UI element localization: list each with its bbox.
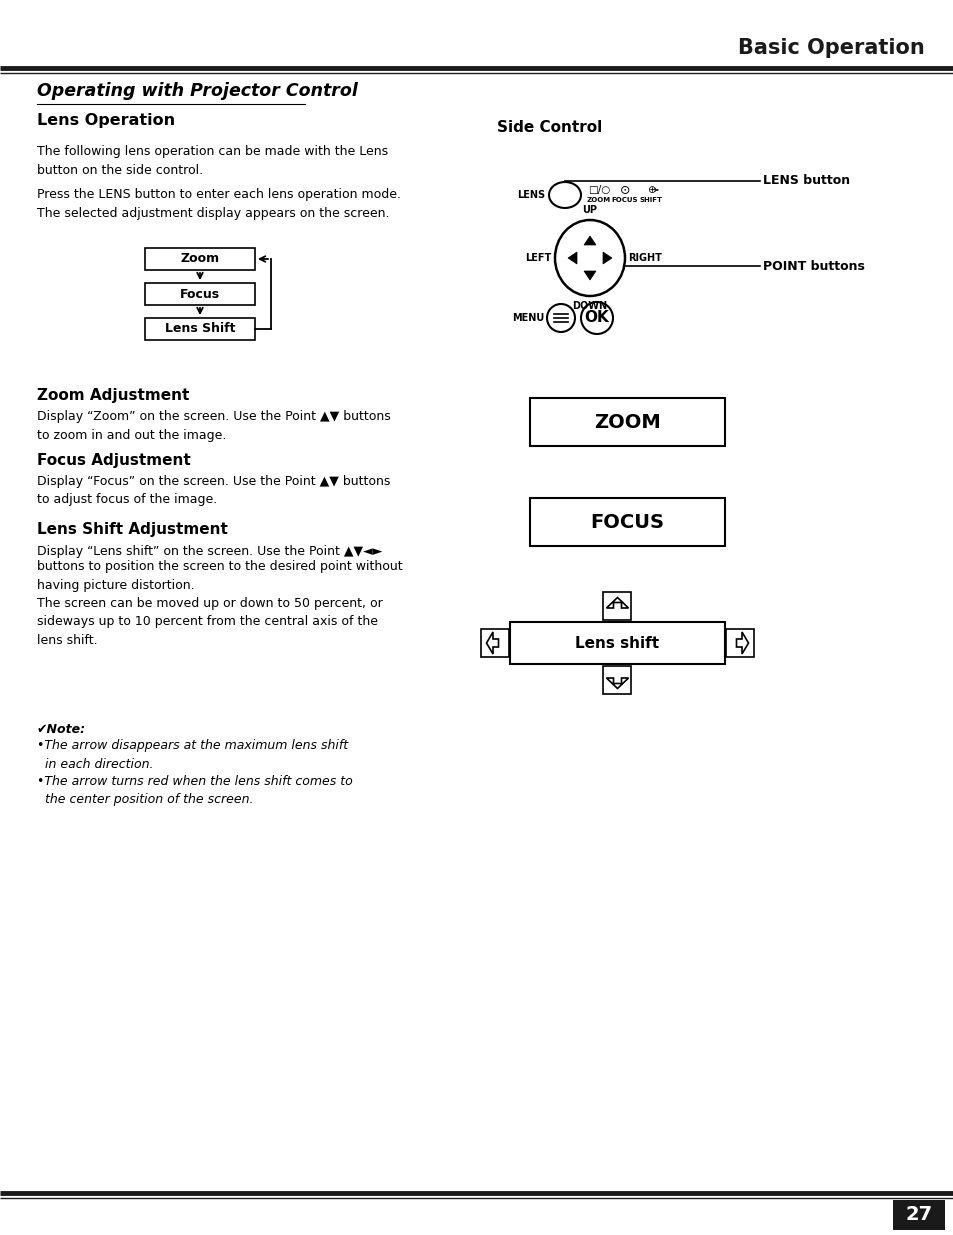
Text: Lens Operation: Lens Operation bbox=[37, 112, 175, 128]
Text: DOWN: DOWN bbox=[572, 301, 607, 311]
Polygon shape bbox=[567, 252, 577, 264]
Text: Press the LENS button to enter each lens operation mode.
The selected adjustment: Press the LENS button to enter each lens… bbox=[37, 188, 400, 220]
Bar bbox=[510, 622, 724, 664]
Text: LEFT: LEFT bbox=[524, 253, 551, 263]
Text: Focus: Focus bbox=[180, 288, 220, 300]
Bar bbox=[725, 629, 753, 657]
Text: ZOOM: ZOOM bbox=[586, 198, 611, 203]
Text: Zoom Adjustment: Zoom Adjustment bbox=[37, 388, 190, 403]
Text: POINT buttons: POINT buttons bbox=[762, 259, 864, 273]
Bar bbox=[530, 498, 724, 546]
Ellipse shape bbox=[555, 220, 624, 296]
Text: ⊙: ⊙ bbox=[619, 184, 630, 196]
Text: Lens Shift Adjustment: Lens Shift Adjustment bbox=[37, 522, 228, 537]
Text: FOCUS: FOCUS bbox=[590, 513, 664, 531]
Text: Operating with Projector Control: Operating with Projector Control bbox=[37, 82, 357, 100]
Ellipse shape bbox=[548, 182, 580, 207]
Text: •The arrow turns red when the lens shift comes to
  the center position of the s: •The arrow turns red when the lens shift… bbox=[37, 776, 353, 806]
Text: Focus Adjustment: Focus Adjustment bbox=[37, 453, 191, 468]
Text: SHIFT: SHIFT bbox=[639, 198, 661, 203]
Text: Lens Shift: Lens Shift bbox=[165, 322, 235, 336]
Text: Display “Lens shift” on the screen. Use the Point ▲▼◄►: Display “Lens shift” on the screen. Use … bbox=[37, 545, 382, 558]
Polygon shape bbox=[602, 252, 612, 264]
Text: FOCUS: FOCUS bbox=[611, 198, 638, 203]
Text: Zoom: Zoom bbox=[180, 252, 219, 266]
Text: Basic Operation: Basic Operation bbox=[738, 38, 924, 58]
Text: ZOOM: ZOOM bbox=[594, 412, 660, 431]
Text: UP: UP bbox=[582, 205, 597, 215]
Circle shape bbox=[546, 304, 575, 332]
Text: Display “Focus” on the screen. Use the Point ▲▼ buttons
to adjust focus of the i: Display “Focus” on the screen. Use the P… bbox=[37, 475, 390, 506]
Text: LENS button: LENS button bbox=[762, 174, 849, 188]
Polygon shape bbox=[606, 598, 628, 608]
Bar bbox=[145, 248, 254, 270]
Bar bbox=[480, 629, 509, 657]
Polygon shape bbox=[583, 270, 596, 280]
Text: ✔Note:: ✔Note: bbox=[37, 722, 86, 736]
Text: □/○: □/○ bbox=[587, 185, 610, 195]
Text: •The arrow disappears at the maximum lens shift
  in each direction.: •The arrow disappears at the maximum len… bbox=[37, 739, 348, 771]
Bar bbox=[603, 666, 631, 694]
Bar bbox=[145, 283, 254, 305]
Text: The following lens operation can be made with the Lens
button on the side contro: The following lens operation can be made… bbox=[37, 144, 388, 177]
Bar bbox=[892, 1200, 944, 1230]
Bar bbox=[530, 398, 724, 446]
Text: LENS: LENS bbox=[517, 190, 544, 200]
Text: MENU: MENU bbox=[511, 312, 543, 324]
Bar bbox=[603, 592, 631, 620]
Text: Lens shift: Lens shift bbox=[575, 636, 659, 651]
Circle shape bbox=[580, 303, 613, 333]
Text: OK: OK bbox=[584, 310, 609, 326]
Polygon shape bbox=[736, 632, 748, 655]
Polygon shape bbox=[583, 236, 596, 245]
Text: Display “Zoom” on the screen. Use the Point ▲▼ buttons
to zoom in and out the im: Display “Zoom” on the screen. Use the Po… bbox=[37, 410, 391, 441]
Polygon shape bbox=[486, 632, 498, 655]
Bar bbox=[145, 317, 254, 340]
Text: ⊕: ⊕ bbox=[646, 185, 655, 195]
Polygon shape bbox=[606, 678, 628, 688]
Text: Side Control: Side Control bbox=[497, 120, 601, 135]
Text: 27: 27 bbox=[904, 1205, 932, 1224]
Text: RIGHT: RIGHT bbox=[627, 253, 661, 263]
Text: buttons to position the screen to the desired point without
having picture disto: buttons to position the screen to the de… bbox=[37, 559, 402, 647]
